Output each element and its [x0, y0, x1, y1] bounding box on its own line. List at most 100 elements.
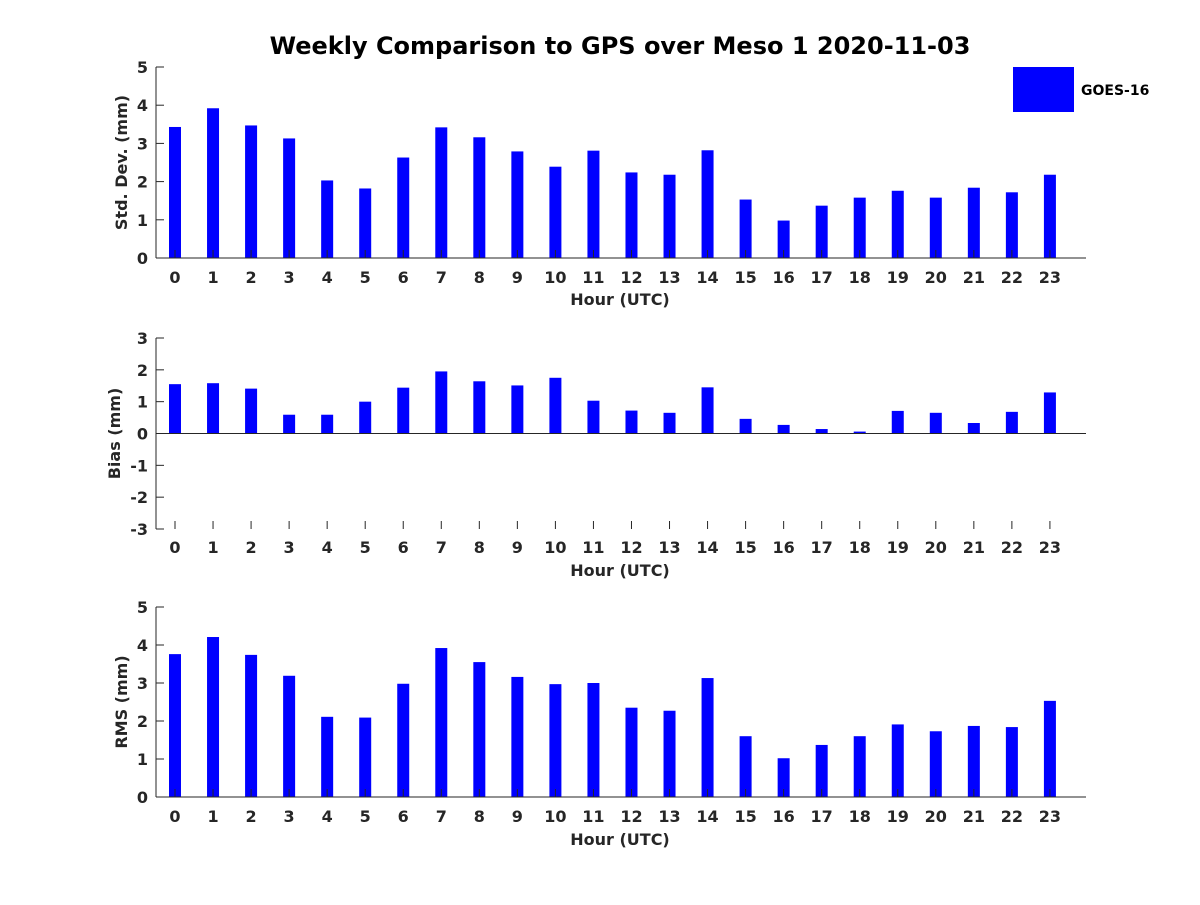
y-tick-label: 4	[137, 636, 148, 655]
x-tick-label: 21	[963, 807, 985, 826]
x-tick-label: 14	[696, 807, 718, 826]
bar	[359, 717, 372, 797]
bar	[663, 710, 676, 797]
bar	[283, 414, 296, 434]
bar	[321, 180, 334, 258]
y-tick-label: 1	[137, 393, 148, 412]
bar	[929, 412, 942, 434]
x-tick-label: 21	[963, 268, 985, 287]
bar	[1005, 727, 1018, 797]
x-tick-label: 18	[849, 268, 871, 287]
x-tick-label: 13	[658, 538, 680, 557]
x-axis-label: Hour (UTC)	[570, 561, 670, 580]
x-tick-label: 4	[322, 538, 333, 557]
bar	[511, 676, 524, 797]
x-tick-label: 14	[696, 268, 718, 287]
legend: GOES-16	[1013, 67, 1149, 112]
x-tick-label: 8	[474, 807, 485, 826]
x-tick-label: 18	[849, 538, 871, 557]
bar	[739, 199, 752, 258]
bar	[435, 648, 448, 797]
x-tick-label: 17	[811, 538, 833, 557]
x-tick-label: 22	[1001, 538, 1023, 557]
x-tick-label: 5	[360, 268, 371, 287]
x-tick-label: 15	[734, 268, 756, 287]
x-tick-label: 15	[734, 538, 756, 557]
bar	[1005, 411, 1018, 434]
x-tick-label: 9	[512, 807, 523, 826]
bar	[169, 384, 181, 434]
bar	[245, 388, 258, 434]
bar	[1005, 192, 1018, 258]
bar	[777, 424, 790, 434]
x-tick-label: 17	[811, 268, 833, 287]
y-tick-label: 5	[137, 58, 148, 77]
bar	[967, 187, 980, 258]
x-tick-label: 4	[322, 807, 333, 826]
x-tick-label: 16	[773, 268, 795, 287]
x-tick-label: 0	[169, 268, 180, 287]
y-tick-label: 1	[137, 750, 148, 769]
x-tick-label: 19	[887, 268, 909, 287]
bar	[283, 675, 296, 797]
bar	[397, 157, 410, 258]
bar	[245, 654, 258, 797]
x-tick-label: 1	[207, 268, 218, 287]
bar	[207, 108, 220, 258]
x-tick-label: 8	[474, 268, 485, 287]
y-tick-label: 0	[137, 788, 148, 807]
x-tick-label: 1	[207, 807, 218, 826]
bar	[587, 400, 600, 434]
x-tick-label: 13	[658, 807, 680, 826]
x-tick-label: 2	[246, 268, 257, 287]
bar	[777, 220, 790, 258]
y-tick-label: 1	[137, 211, 148, 230]
bar	[663, 412, 676, 434]
y-axis-label: RMS (mm)	[112, 655, 131, 748]
x-tick-label: 11	[582, 807, 604, 826]
x-tick-label: 12	[620, 268, 642, 287]
x-tick-label: 23	[1039, 538, 1061, 557]
y-tick-label: 0	[137, 249, 148, 268]
x-tick-label: 12	[620, 807, 642, 826]
bar	[625, 172, 638, 258]
x-tick-label: 3	[284, 268, 295, 287]
bar	[701, 150, 714, 258]
x-tick-label: 7	[436, 538, 447, 557]
x-tick-label: 0	[169, 807, 180, 826]
y-tick-label: 3	[137, 329, 148, 348]
x-tick-label: 3	[284, 538, 295, 557]
x-tick-label: 20	[925, 538, 947, 557]
bar	[929, 197, 942, 258]
bar	[625, 707, 638, 797]
bar	[207, 637, 220, 797]
x-tick-label: 23	[1039, 268, 1061, 287]
bar	[967, 725, 980, 797]
bar	[321, 414, 334, 434]
x-tick-label: 1	[207, 538, 218, 557]
bar	[473, 662, 486, 797]
legend-label: GOES-16	[1081, 83, 1149, 99]
x-tick-label: 13	[658, 268, 680, 287]
bar	[929, 731, 942, 797]
x-tick-label: 14	[696, 538, 718, 557]
bar	[397, 683, 410, 797]
bar	[663, 174, 676, 258]
bar	[359, 188, 372, 258]
y-tick-label: -3	[130, 520, 148, 539]
x-tick-label: 7	[436, 268, 447, 287]
y-axis-label: Std. Dev. (mm)	[112, 95, 131, 230]
x-tick-label: 12	[620, 538, 642, 557]
bar	[473, 381, 486, 434]
bar	[739, 418, 752, 434]
bar	[169, 654, 181, 797]
x-tick-label: 11	[582, 538, 604, 557]
bar	[473, 137, 486, 258]
bar	[777, 758, 790, 797]
y-tick-label: 5	[137, 598, 148, 617]
bar	[549, 377, 562, 434]
